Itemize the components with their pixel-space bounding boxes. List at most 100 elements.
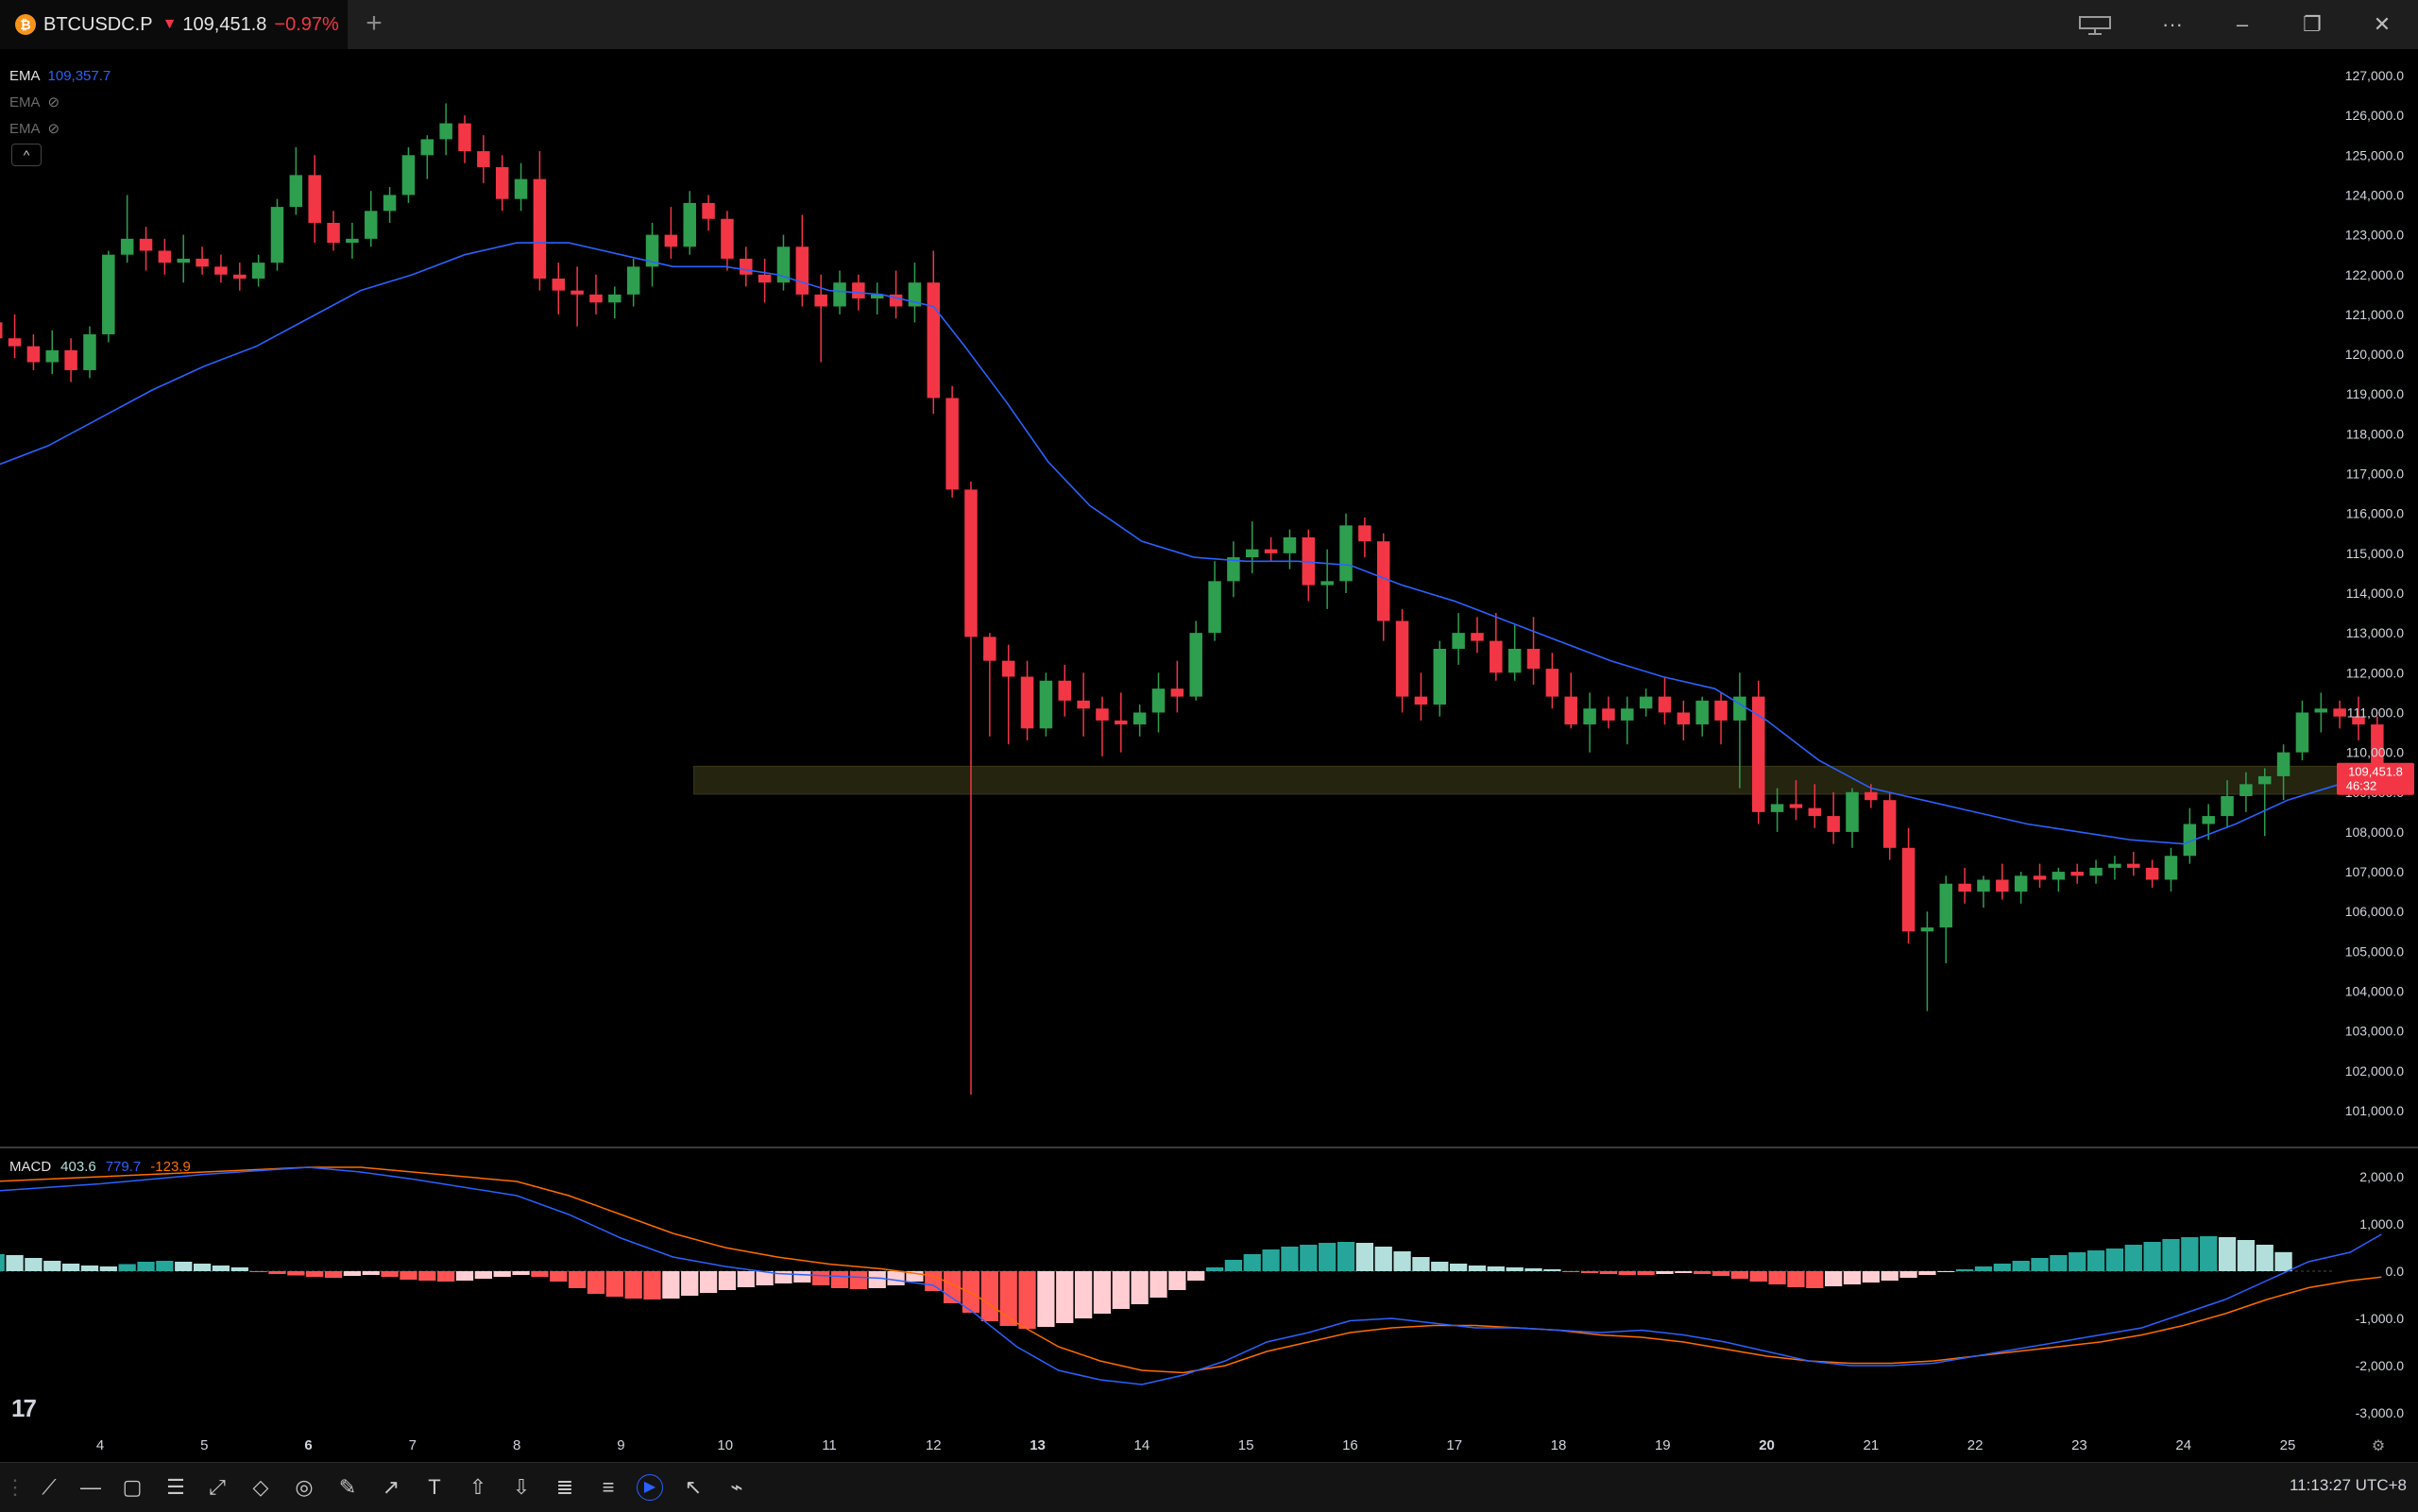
symbol-tab[interactable]: ₿ BTCUSDC.P ▼ 109,451.8 −0.97% [0,0,348,49]
macd-histogram-bar [1093,1271,1112,1314]
ema-hidden-row[interactable]: EMA ⊘ [9,89,111,115]
candle-body [2108,863,2121,868]
candle-body [495,166,509,199]
macd-histogram-bar [643,1271,661,1300]
ema-hidden-row[interactable]: EMA ⊘ [9,115,111,142]
fib-icon[interactable]: ☰ [166,1475,185,1499]
more-options-icon[interactable]: ··· [2162,12,2183,36]
cursor-icon[interactable]: ↖ [684,1475,703,1499]
short-position-icon[interactable]: ≡ [602,1475,615,1499]
horizontal-line-icon[interactable]: — [80,1475,101,1499]
macd-histogram-bar [980,1271,998,1321]
chart-area[interactable]: 101,000.0102,000.0103,000.0104,000.0105,… [0,49,2418,1462]
circle-icon[interactable]: ◎ [295,1475,314,1499]
minimize-icon[interactable]: – [2236,12,2249,36]
brush-icon[interactable]: ✎ [338,1475,357,1499]
close-icon[interactable]: ✕ [2373,12,2392,36]
macd-histogram-bar [1074,1271,1093,1318]
macd-histogram-bar [156,1261,174,1271]
candle-body [514,178,528,199]
layout-icon[interactable] [2065,0,2125,49]
candle-body [908,282,922,307]
macd-histogram-bar [212,1266,230,1271]
macd-histogram-bar [925,1271,943,1291]
macd-histogram-bar [43,1261,61,1271]
candle-body [2127,863,2140,868]
candle-body [1490,640,1503,673]
candle-body [1020,676,1034,729]
candle-body [1358,525,1371,542]
candle-body [102,254,115,334]
candle-body [308,175,321,223]
macd-hist-value: 403.6 [60,1159,96,1175]
top-bar: ₿ BTCUSDC.P ▼ 109,451.8 −0.97% + ··· – ❐… [0,0,2418,49]
macd-histogram-bar [381,1271,399,1277]
macd-histogram-bar [118,1264,136,1271]
candle-body [64,349,77,370]
candle-body [1639,696,1653,709]
magnet-icon[interactable]: ▶ [637,1474,663,1501]
eye-hidden-icon[interactable]: ⊘ [47,121,60,137]
path-icon[interactable]: ⤢ [209,1475,226,1499]
long-position-icon[interactable]: ≣ [555,1475,574,1499]
candle-body [2014,875,2028,892]
macd-histogram-bar [1300,1245,1318,1271]
collapse-legend-button[interactable]: ^ [11,144,42,166]
macd-histogram-bar [1749,1271,1767,1282]
macd-histogram-bar [2181,1237,2199,1271]
text-icon[interactable]: T [428,1475,441,1499]
rectangle-icon[interactable]: ▢ [122,1475,143,1499]
candle-body [158,250,172,263]
price-tick-label: 124,000.0 [2345,187,2404,202]
candle-body [1658,696,1672,713]
macd-histogram-bar [1806,1271,1824,1288]
macd-line-value: 779.7 [105,1159,142,1175]
candle-body [1227,557,1240,582]
macd-histogram-bar [343,1271,362,1276]
macd-histogram-bar [1506,1267,1524,1271]
pattern-icon[interactable]: ◇ [252,1475,269,1499]
macd-histogram-bar [1487,1266,1505,1271]
ema-legend-row[interactable]: EMA 109,357.7 [9,62,111,89]
macd-histogram-bar [718,1271,737,1290]
candle-body [1770,804,1784,812]
macd-histogram-bar [306,1271,324,1277]
price-tick-label: 119,000.0 [2346,386,2404,401]
macd-histogram-bar [1580,1271,1599,1273]
macd-histogram-bar [1355,1243,1374,1271]
macd-histogram-bar [906,1271,924,1282]
down-arrow-icon: ▼ [162,16,178,32]
zoom-icon[interactable]: ⌁ [730,1475,743,1499]
candle-body [233,274,247,279]
macd-histogram-bar [193,1264,212,1271]
candle-body [1920,927,1934,932]
candle-body [795,246,809,295]
candle-body [1507,649,1522,673]
macd-tick-label: 0.0 [2386,1264,2405,1279]
candle-body [2221,795,2234,817]
price-tick-label: 121,000.0 [2345,307,2404,322]
macd-histogram-bar [681,1271,699,1296]
arrow-down-icon[interactable]: ⇩ [512,1475,531,1499]
candle-body [458,123,471,152]
trend-line-icon[interactable]: ⟋ [42,1475,57,1499]
arrow-up-icon[interactable]: ⇧ [468,1475,487,1499]
tradingview-logo[interactable]: 17 [11,1394,37,1422]
clock: 11:13:27 UTC+8 [2290,1476,2407,1494]
candle-body [1208,581,1221,634]
macd-histogram-bar [1168,1271,1186,1290]
macd-histogram-bar [1562,1271,1580,1272]
candle-body [251,263,265,279]
macd-legend[interactable]: MACD 403.6 779.7 -123.9 [9,1159,191,1175]
macd-histogram-bar [437,1271,455,1282]
drag-handle-icon[interactable]: ⋮ [5,1475,26,1499]
eye-hidden-icon[interactable]: ⊘ [47,94,60,110]
candle-body [120,238,134,255]
macd-histogram-bar [362,1271,380,1275]
restore-icon[interactable]: ❐ [2303,12,2322,36]
ray-icon[interactable]: ↗ [382,1475,400,1499]
time-tick-label: 16 [1342,1437,1358,1453]
time-tick-label: 9 [617,1437,624,1453]
new-tab-plus-icon[interactable]: + [366,8,383,39]
candle-body [2145,867,2159,880]
